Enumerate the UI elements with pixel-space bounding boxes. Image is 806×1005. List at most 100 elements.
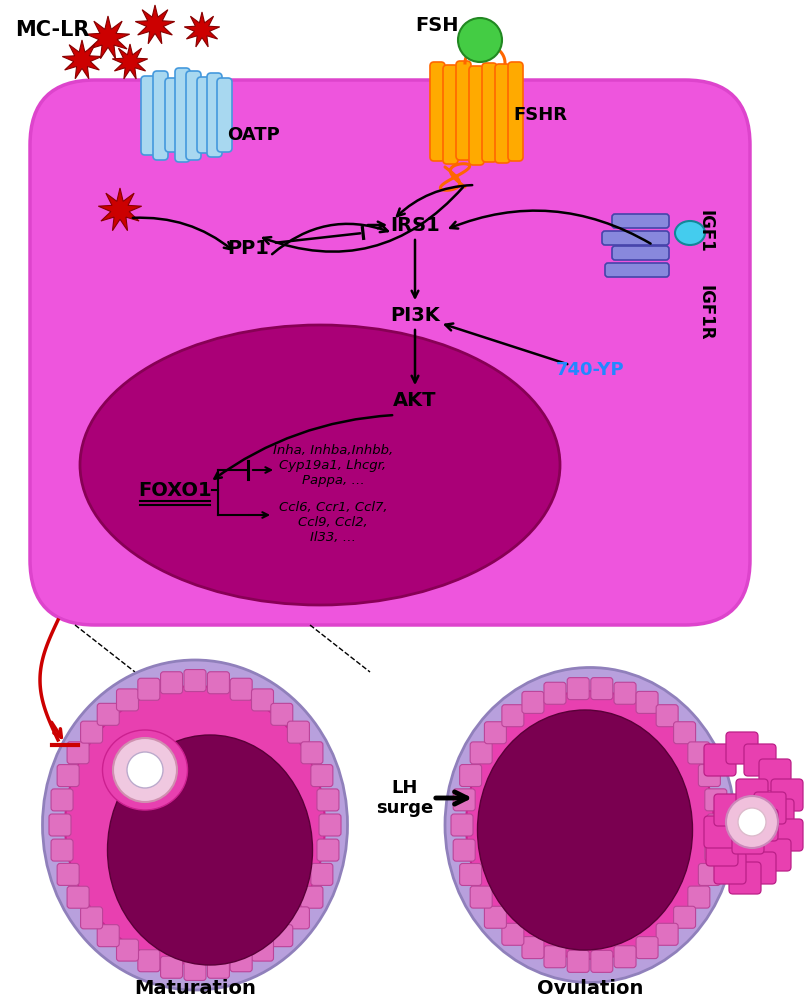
- FancyBboxPatch shape: [544, 682, 566, 705]
- FancyBboxPatch shape: [459, 765, 482, 787]
- FancyBboxPatch shape: [688, 886, 710, 909]
- FancyBboxPatch shape: [81, 722, 102, 743]
- Text: Ccl6, Ccr1, Ccl7,: Ccl6, Ccr1, Ccl7,: [279, 500, 388, 514]
- FancyBboxPatch shape: [317, 839, 339, 861]
- FancyBboxPatch shape: [98, 925, 119, 947]
- FancyBboxPatch shape: [301, 742, 323, 764]
- FancyBboxPatch shape: [591, 951, 613, 973]
- Ellipse shape: [65, 686, 325, 964]
- FancyBboxPatch shape: [656, 924, 678, 946]
- FancyBboxPatch shape: [567, 951, 589, 973]
- Text: LH: LH: [392, 779, 418, 797]
- FancyBboxPatch shape: [726, 732, 758, 764]
- Polygon shape: [112, 44, 147, 79]
- FancyBboxPatch shape: [197, 77, 211, 153]
- FancyBboxPatch shape: [160, 956, 182, 978]
- FancyBboxPatch shape: [656, 705, 678, 727]
- FancyBboxPatch shape: [706, 834, 738, 866]
- FancyBboxPatch shape: [502, 924, 524, 946]
- FancyBboxPatch shape: [567, 677, 589, 699]
- FancyBboxPatch shape: [117, 688, 139, 711]
- Polygon shape: [98, 188, 142, 231]
- Text: IGF1: IGF1: [697, 210, 715, 252]
- Ellipse shape: [102, 730, 188, 810]
- Polygon shape: [185, 12, 220, 47]
- FancyBboxPatch shape: [605, 263, 669, 277]
- FancyBboxPatch shape: [612, 246, 669, 260]
- Text: OATP: OATP: [227, 126, 280, 144]
- Text: PP1: PP1: [227, 238, 269, 257]
- FancyBboxPatch shape: [771, 779, 803, 811]
- FancyBboxPatch shape: [591, 677, 613, 699]
- FancyBboxPatch shape: [453, 789, 476, 811]
- FancyBboxPatch shape: [732, 822, 764, 854]
- Ellipse shape: [107, 735, 313, 965]
- FancyBboxPatch shape: [495, 64, 510, 163]
- FancyBboxPatch shape: [729, 862, 761, 894]
- Text: IRS1: IRS1: [390, 215, 440, 234]
- FancyBboxPatch shape: [451, 814, 473, 836]
- FancyBboxPatch shape: [51, 839, 73, 861]
- Text: FSHR: FSHR: [513, 106, 567, 124]
- FancyBboxPatch shape: [138, 950, 160, 972]
- FancyBboxPatch shape: [207, 73, 222, 157]
- FancyBboxPatch shape: [301, 886, 323, 909]
- FancyBboxPatch shape: [746, 809, 778, 841]
- Text: FSH: FSH: [415, 15, 459, 34]
- FancyBboxPatch shape: [184, 669, 206, 691]
- FancyBboxPatch shape: [184, 959, 206, 981]
- FancyBboxPatch shape: [612, 214, 669, 228]
- FancyBboxPatch shape: [674, 907, 696, 929]
- FancyBboxPatch shape: [207, 956, 230, 978]
- FancyBboxPatch shape: [231, 678, 252, 700]
- FancyBboxPatch shape: [704, 744, 736, 776]
- FancyBboxPatch shape: [602, 231, 669, 245]
- FancyBboxPatch shape: [153, 71, 168, 160]
- FancyBboxPatch shape: [636, 691, 658, 714]
- Text: Maturation: Maturation: [134, 979, 256, 998]
- FancyBboxPatch shape: [67, 742, 89, 764]
- FancyBboxPatch shape: [456, 61, 471, 160]
- Ellipse shape: [43, 660, 347, 990]
- FancyBboxPatch shape: [762, 799, 794, 831]
- FancyBboxPatch shape: [704, 789, 727, 811]
- FancyBboxPatch shape: [311, 765, 333, 787]
- FancyBboxPatch shape: [288, 907, 310, 929]
- FancyBboxPatch shape: [674, 722, 696, 744]
- FancyBboxPatch shape: [217, 78, 232, 152]
- FancyBboxPatch shape: [57, 765, 79, 787]
- FancyBboxPatch shape: [57, 863, 79, 885]
- FancyBboxPatch shape: [231, 950, 252, 972]
- FancyBboxPatch shape: [704, 839, 727, 861]
- FancyBboxPatch shape: [81, 907, 102, 929]
- FancyBboxPatch shape: [759, 839, 791, 871]
- FancyBboxPatch shape: [636, 937, 658, 959]
- Ellipse shape: [445, 667, 735, 983]
- FancyBboxPatch shape: [175, 68, 190, 162]
- FancyBboxPatch shape: [482, 63, 497, 162]
- FancyBboxPatch shape: [544, 946, 566, 968]
- FancyBboxPatch shape: [470, 742, 492, 764]
- FancyBboxPatch shape: [51, 789, 73, 811]
- FancyBboxPatch shape: [759, 759, 791, 791]
- FancyBboxPatch shape: [271, 704, 293, 726]
- FancyBboxPatch shape: [251, 939, 273, 961]
- Text: FOXO1: FOXO1: [138, 480, 212, 499]
- FancyBboxPatch shape: [311, 863, 333, 885]
- Text: MC-LR: MC-LR: [15, 20, 89, 40]
- FancyBboxPatch shape: [288, 722, 310, 743]
- Text: 740-YP: 740-YP: [555, 361, 625, 379]
- Text: Ccl9, Ccl2,: Ccl9, Ccl2,: [298, 516, 368, 529]
- Text: Cyp19a1, Lhcgr,: Cyp19a1, Lhcgr,: [280, 458, 387, 471]
- Text: AKT: AKT: [393, 391, 437, 409]
- FancyBboxPatch shape: [430, 62, 445, 161]
- FancyBboxPatch shape: [714, 852, 746, 884]
- Text: Ovulation: Ovulation: [537, 979, 643, 998]
- FancyBboxPatch shape: [317, 789, 339, 811]
- Circle shape: [113, 738, 177, 802]
- Ellipse shape: [80, 325, 560, 605]
- FancyBboxPatch shape: [484, 722, 506, 744]
- FancyBboxPatch shape: [319, 814, 341, 836]
- FancyBboxPatch shape: [508, 62, 523, 161]
- FancyBboxPatch shape: [714, 794, 746, 826]
